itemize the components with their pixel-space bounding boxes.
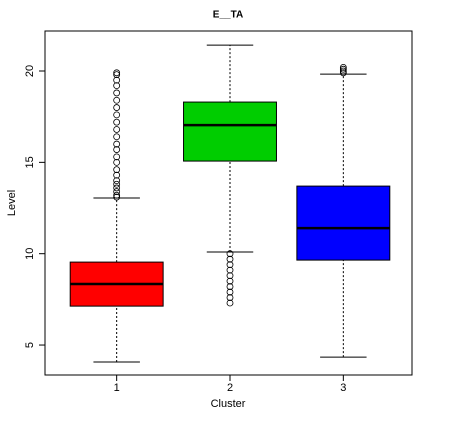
outlier (113, 193, 121, 201)
y-tick-label: 20 (24, 65, 36, 77)
outlier (339, 65, 347, 73)
outlier (113, 188, 121, 195)
y-tick-label: 10 (24, 248, 36, 260)
x-tick-label: 3 (340, 382, 346, 394)
outlier (226, 266, 234, 274)
outlier (113, 158, 121, 166)
outlier (113, 180, 121, 188)
outlier (113, 118, 121, 126)
outlier (113, 71, 121, 79)
x-axis-label: Cluster (211, 398, 246, 410)
outlier (113, 96, 121, 104)
outlier (113, 191, 121, 199)
outlier (339, 69, 347, 77)
outlier (113, 69, 121, 77)
outlier (113, 146, 121, 153)
outlier (113, 126, 121, 133)
y-tick-label: 15 (24, 156, 36, 168)
outlier (113, 171, 121, 179)
y-axis-label: Level (6, 190, 18, 216)
outlier (113, 166, 121, 174)
outlier (226, 250, 234, 258)
outlier (226, 272, 234, 280)
outlier (113, 104, 121, 111)
outlier (113, 111, 121, 119)
x-tick-label: 1 (114, 382, 120, 394)
outlier (226, 255, 234, 263)
x-tick-label: 2 (227, 382, 233, 394)
outlier (113, 140, 121, 148)
outlier (226, 261, 234, 269)
outlier (339, 63, 347, 71)
outlier (339, 67, 347, 75)
y-tick-label: 5 (24, 342, 36, 348)
outlier (226, 277, 234, 285)
outlier (226, 288, 234, 296)
outlier (226, 294, 234, 301)
box (183, 101, 277, 162)
outlier (113, 184, 121, 192)
outlier (113, 133, 121, 141)
outlier (226, 299, 234, 307)
chart-title: E__TA (213, 10, 243, 21)
outlier (113, 177, 121, 185)
outlier (113, 82, 121, 90)
outlier (113, 89, 121, 97)
outlier (113, 153, 121, 161)
outlier (226, 283, 234, 290)
box (296, 185, 391, 261)
outlier (113, 76, 121, 84)
